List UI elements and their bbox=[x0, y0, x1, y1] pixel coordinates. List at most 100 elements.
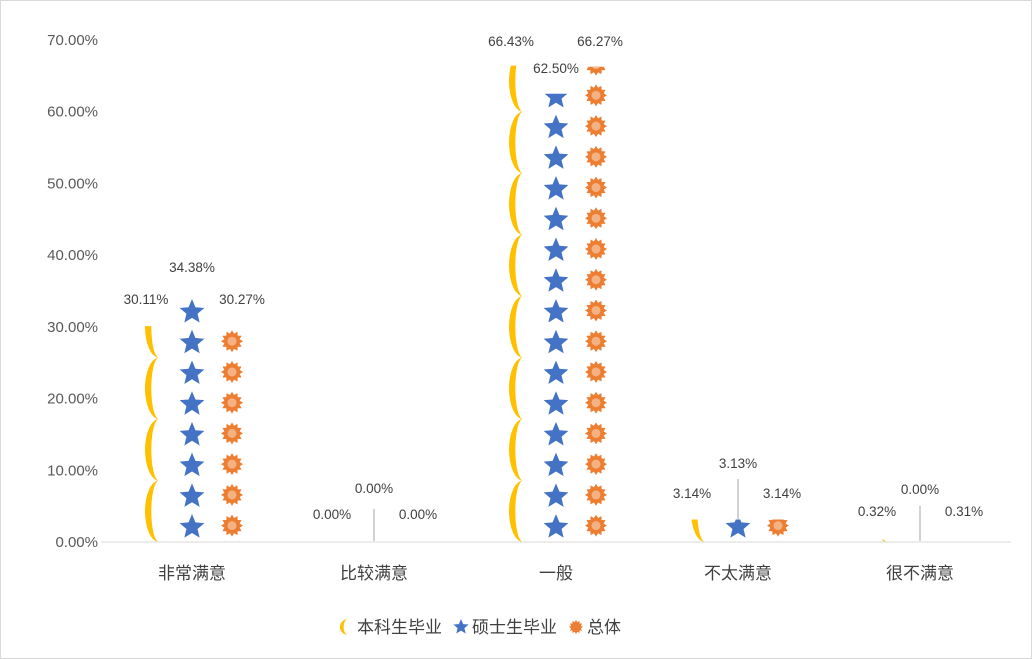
moon-icon bbox=[881, 539, 887, 542]
star-icon bbox=[543, 421, 569, 446]
star-icon bbox=[179, 391, 205, 415]
moon-icon bbox=[145, 326, 159, 358]
sun-center bbox=[591, 459, 601, 469]
legend-label: 硕士生毕业 bbox=[472, 618, 557, 637]
sun-center bbox=[591, 152, 601, 162]
x-category-label: 一般 bbox=[539, 564, 573, 583]
y-tick-label: 10.00% bbox=[47, 462, 98, 479]
x-category-label: 比较满意 bbox=[340, 564, 408, 583]
star-icon bbox=[543, 114, 569, 139]
data-label: 66.43% bbox=[488, 34, 534, 49]
star-icon bbox=[725, 519, 751, 538]
y-tick-label: 50.00% bbox=[47, 175, 98, 192]
data-label: 3.14% bbox=[673, 486, 711, 501]
sun-icon bbox=[586, 66, 606, 76]
data-label: 34.38% bbox=[169, 260, 215, 275]
moon-icon bbox=[145, 357, 159, 420]
sun-center bbox=[591, 183, 601, 193]
moon-icon bbox=[340, 619, 348, 635]
moon-icon bbox=[145, 480, 159, 542]
bar bbox=[585, 66, 607, 537]
star-icon bbox=[543, 268, 569, 292]
x-axis: 非常满意 比较满意 一般 不太满意 很不满意 bbox=[101, 541, 1011, 583]
sun-center bbox=[227, 490, 237, 500]
star-icon bbox=[544, 93, 568, 108]
moon-icon bbox=[691, 519, 705, 542]
y-tick-label: 40.00% bbox=[47, 247, 98, 264]
bar bbox=[725, 519, 751, 538]
star-icon bbox=[453, 619, 469, 634]
sun-center bbox=[227, 398, 237, 408]
y-tick-label: 0.00% bbox=[55, 534, 98, 551]
sun-center bbox=[591, 275, 601, 285]
moon-icon bbox=[145, 419, 159, 481]
star-icon bbox=[179, 360, 205, 384]
data-label: 30.11% bbox=[124, 292, 169, 307]
moon-icon bbox=[509, 480, 523, 542]
data-label: 0.00% bbox=[399, 507, 437, 522]
sun-center bbox=[591, 121, 601, 131]
star-icon bbox=[179, 452, 205, 477]
y-tick-label: 60.00% bbox=[47, 104, 98, 121]
sun-center bbox=[591, 428, 601, 438]
bar bbox=[179, 298, 205, 538]
x-category-label: 不太满意 bbox=[704, 564, 772, 583]
moon-icon bbox=[509, 111, 523, 174]
moon-icon bbox=[509, 173, 523, 235]
legend: 本科生毕业 硕士生毕业 总体 bbox=[340, 618, 621, 637]
star-icon bbox=[543, 360, 569, 384]
y-tick-label: 20.00% bbox=[47, 391, 98, 408]
data-label: 62.50% bbox=[533, 61, 579, 76]
star-icon bbox=[543, 329, 569, 354]
sun-center bbox=[591, 336, 601, 346]
sun-center bbox=[227, 336, 237, 346]
star-icon bbox=[543, 145, 569, 169]
star-icon bbox=[179, 298, 205, 323]
star-icon bbox=[543, 391, 569, 415]
data-label: 66.27% bbox=[577, 34, 623, 49]
moon-icon bbox=[509, 296, 523, 358]
x-category-label: 很不满意 bbox=[886, 564, 954, 583]
y-tick-label: 30.00% bbox=[47, 319, 98, 336]
bar bbox=[509, 65, 523, 542]
data-label: 0.00% bbox=[355, 481, 393, 496]
sun-center bbox=[591, 213, 601, 223]
bar bbox=[767, 519, 789, 537]
bar bbox=[543, 93, 569, 538]
bar bbox=[145, 326, 159, 542]
star-icon bbox=[179, 514, 205, 538]
legend-item: 硕士生毕业 bbox=[453, 618, 557, 637]
data-label: 3.13% bbox=[719, 456, 757, 471]
sun-icon bbox=[569, 620, 583, 634]
star-icon bbox=[179, 421, 205, 446]
star-icon bbox=[179, 329, 205, 354]
sun-center bbox=[773, 521, 783, 531]
moon-icon bbox=[691, 419, 705, 480]
legend-item: 总体 bbox=[569, 618, 621, 637]
star-icon bbox=[543, 176, 569, 200]
sun-center bbox=[956, 521, 965, 530]
star-icon bbox=[543, 206, 569, 231]
legend-label: 本科生毕业 bbox=[357, 618, 442, 637]
sun-center bbox=[591, 398, 601, 408]
sun-center bbox=[591, 90, 601, 100]
moon-icon bbox=[509, 419, 523, 481]
star-icon bbox=[179, 483, 205, 507]
bars-layer bbox=[145, 65, 965, 542]
moon-icon bbox=[873, 419, 887, 480]
data-label: 3.14% bbox=[763, 486, 801, 501]
data-label: 0.32% bbox=[858, 504, 896, 519]
sun-center bbox=[228, 306, 237, 315]
moon-icon bbox=[509, 234, 523, 297]
sun-center bbox=[591, 244, 601, 254]
sun-center bbox=[227, 521, 237, 531]
legend-item: 本科生毕业 bbox=[340, 618, 442, 637]
star-icon bbox=[543, 514, 569, 538]
moon-icon bbox=[509, 357, 523, 420]
star-icon bbox=[543, 298, 569, 323]
y-axis: 0.00% 10.00% 20.00% 30.00% 40.00% 50.00% 60.00… bbox=[47, 32, 98, 551]
bar bbox=[691, 419, 705, 542]
star-icon bbox=[543, 237, 569, 262]
